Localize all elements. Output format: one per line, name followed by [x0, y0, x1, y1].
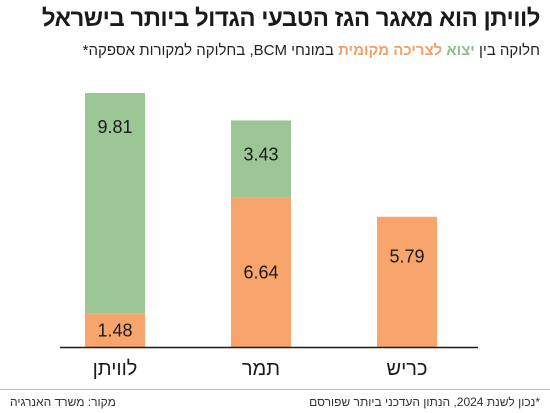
- footer-divider: [0, 389, 550, 390]
- data-label-export-1: 3.43: [243, 144, 278, 164]
- bar-local-2: [377, 216, 437, 347]
- data-label-local-1: 6.64: [243, 262, 278, 282]
- subtitle-export-label: יצוא: [446, 42, 475, 59]
- category-label-1: תמר: [242, 358, 280, 380]
- source-text: מקור: משרד האנרגיה: [10, 395, 116, 409]
- data-label-export-0: 9.81: [97, 117, 132, 137]
- chart-title: לוויתן הוא מאגר הגז הטבעי הגדול ביותר בי…: [41, 5, 541, 32]
- data-label-local-2: 5.79: [389, 247, 424, 267]
- subtitle-local-label: לצריכה מקומית: [338, 42, 443, 59]
- bar-local-1: [231, 197, 291, 347]
- subtitle-text-1: חלוקה בין: [474, 42, 540, 59]
- category-label-2: כריש: [387, 358, 428, 380]
- category-label-0: לוויתן: [93, 358, 138, 380]
- bar-export-1: [231, 120, 291, 198]
- data-label-local-0: 1.48: [97, 320, 132, 340]
- footnote-text: *נכון לשנת 2024, הנתון העדכני ביותר שפור…: [309, 395, 540, 409]
- bar-local-0: [85, 313, 145, 347]
- chart-subtitle: חלוקה בין יצוא לצריכה מקומית במונחי BCM,…: [8, 40, 540, 62]
- subtitle-text-3: במונחי BCM, בחלוקה למקורות אספקה*: [82, 42, 339, 59]
- bar-export-0: [85, 93, 145, 314]
